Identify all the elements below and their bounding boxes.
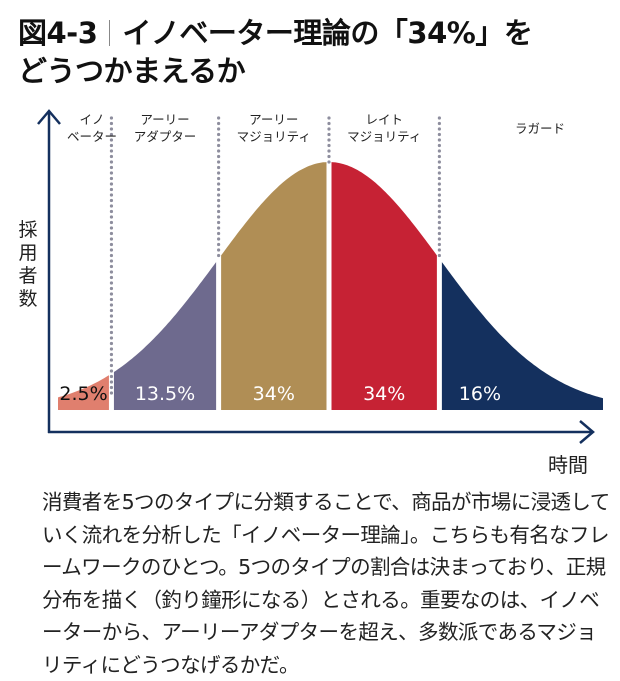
- x-axis-label: 時間: [548, 453, 588, 477]
- title-separator: [109, 20, 111, 46]
- value-label-2: 13.5%: [135, 383, 195, 405]
- segment-label-2: アーリーアダプター: [134, 112, 197, 144]
- segment-dividers: [109, 116, 441, 397]
- title-line1: イノベーター理論の「34%」を: [122, 16, 533, 50]
- segment-area-3: [221, 162, 327, 410]
- title-line2: どうつかまえるか: [18, 54, 246, 88]
- value-label-3: 34%: [253, 383, 295, 405]
- value-label-4: 34%: [363, 383, 405, 405]
- segment-label-3: アーリーマジョリティ: [237, 112, 311, 144]
- segment-fills: [58, 162, 603, 410]
- segment-area-4: [331, 162, 437, 410]
- x-axis-arrow-icon: [579, 420, 595, 444]
- figure-title: 図4-3 イノベーター理論の「34%」を どうつかまえるか: [18, 14, 618, 90]
- axes: [37, 109, 595, 444]
- figure-label: 図4-3: [18, 16, 98, 50]
- segment-area-2: [113, 262, 217, 410]
- segment-label-1: イノベーター: [67, 112, 117, 144]
- y-axis-label: 採用者数: [18, 219, 37, 310]
- segment-area-5: [441, 262, 603, 410]
- value-label-5: 16%: [459, 383, 501, 405]
- segment-area-1: [58, 375, 109, 410]
- value-label-1: 2.5%: [59, 383, 107, 405]
- segment-label-4: レイトマジョリティ: [347, 112, 421, 144]
- value-labels: 2.5% 13.5% 34% 34% 16%: [59, 383, 501, 405]
- description-text: 消費者を5つのタイプに分類することで、商品が市場に浸透していく流れを分析した「イ…: [42, 490, 610, 677]
- segment-label-5: ラガード: [515, 121, 565, 136]
- y-axis-arrow-icon: [37, 109, 61, 125]
